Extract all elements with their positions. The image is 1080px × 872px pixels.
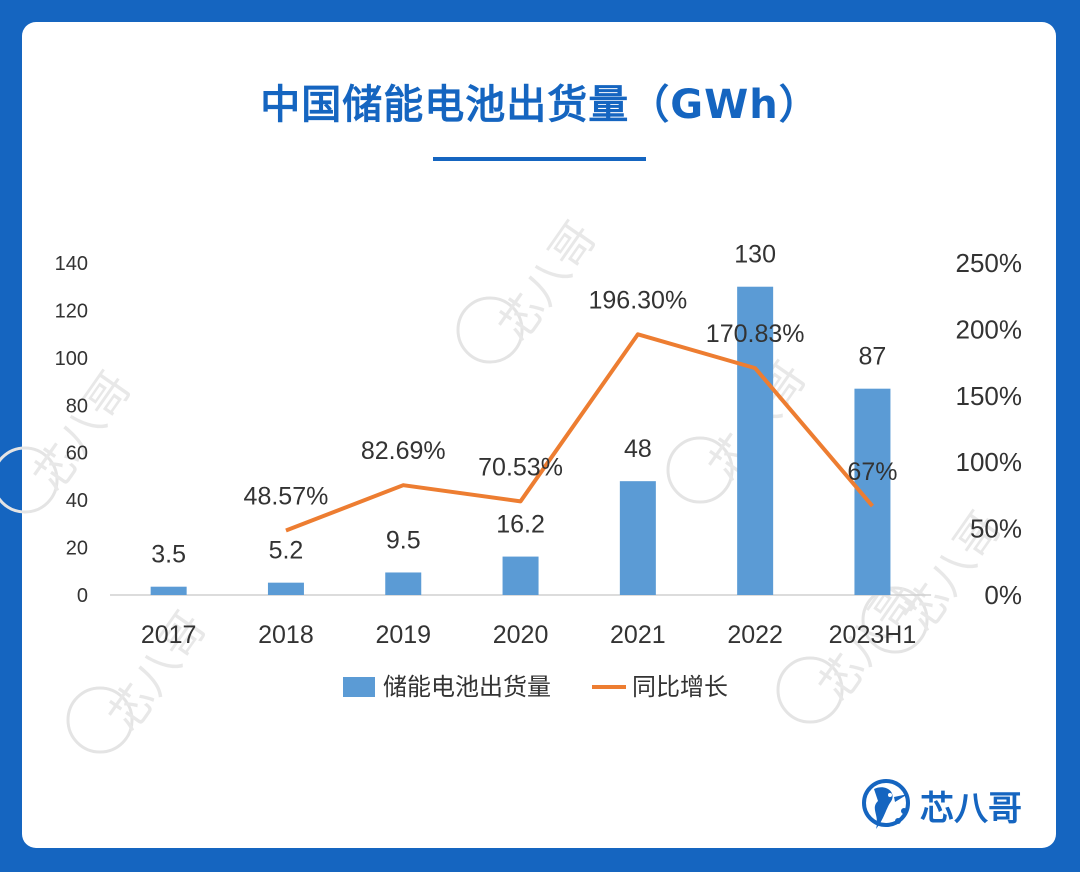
growth-line <box>285 332 874 533</box>
line-data-label: 196.30% <box>588 286 687 314</box>
right-axis-tick-label: 50% <box>970 514 1022 544</box>
left-axis-tick-label: 20 <box>66 538 88 560</box>
right-axis-tick-label: 150% <box>956 381 1023 411</box>
bar <box>267 582 304 595</box>
bar-data-label: 48 <box>624 435 652 463</box>
brand-name: 芯八哥 <box>920 788 1022 829</box>
right-axis-tick-label: 100% <box>956 447 1023 477</box>
x-axis-tick-label: 2019 <box>375 621 431 649</box>
legend-bar-label: 储能电池出货量 <box>383 673 551 701</box>
line-data-label: 170.83% <box>706 320 805 348</box>
line-data-label: 48.57% <box>244 482 329 510</box>
x-axis-tick-label: 2021 <box>610 621 666 649</box>
bar <box>150 586 187 595</box>
bar <box>737 286 774 595</box>
bar-data-label: 5.2 <box>269 537 304 565</box>
bar-data-label: 87 <box>859 343 887 371</box>
x-axis-tick-label: 2017 <box>141 621 197 649</box>
legend-line-label: 同比增长 <box>632 673 728 701</box>
bar <box>502 556 539 595</box>
watermark-logo-icon <box>776 656 844 724</box>
watermark-logo-icon <box>66 686 134 754</box>
right-axis-tick-label: 0% <box>984 580 1022 610</box>
watermark-text: 芯八哥 <box>489 213 606 350</box>
x-axis-tick-label: 2022 <box>727 621 783 649</box>
title-underline <box>433 157 646 161</box>
watermark-text: 芯八哥 <box>24 363 141 500</box>
bar-data-label: 16.2 <box>496 511 545 539</box>
bar-data-label: 130 <box>734 241 776 269</box>
line-data-label: 67% <box>847 458 897 486</box>
left-axis-tick-label: 40 <box>66 490 88 512</box>
legend-bar-swatch <box>343 677 375 697</box>
bar <box>619 481 656 595</box>
brand-logo: 芯八哥 <box>860 775 1022 835</box>
left-axis-tick-label: 100 <box>55 348 88 370</box>
left-axis-tick-label: 0 <box>77 585 88 607</box>
right-axis-tick-label: 250% <box>956 248 1023 278</box>
watermark-logo-icon <box>456 296 524 364</box>
bar-data-label: 9.5 <box>386 526 421 554</box>
watermark-logo-icon <box>861 586 929 654</box>
x-axis-tick-label: 2018 <box>258 621 314 649</box>
watermark-logo-icon <box>0 446 59 514</box>
left-axis-tick-label: 80 <box>66 395 88 417</box>
kingfisher-logo-icon <box>862 779 910 829</box>
left-axis-tick-label: 140 <box>55 253 88 275</box>
chart-title: 中国储能电池出货量（GWh） <box>260 82 820 128</box>
x-axis-tick-label: 2020 <box>493 621 549 649</box>
bar <box>385 572 422 595</box>
left-axis-tick-label: 60 <box>66 443 88 465</box>
line-data-label: 70.53% <box>478 453 563 481</box>
x-axis-tick-label: 2023H1 <box>829 621 917 649</box>
line-data-label: 82.69% <box>361 437 446 465</box>
right-axis-tick-label: 200% <box>956 314 1023 344</box>
watermark-logo-icon <box>666 436 734 504</box>
bar-data-label: 3.5 <box>151 541 186 569</box>
left-axis-tick-label: 120 <box>55 300 88 322</box>
